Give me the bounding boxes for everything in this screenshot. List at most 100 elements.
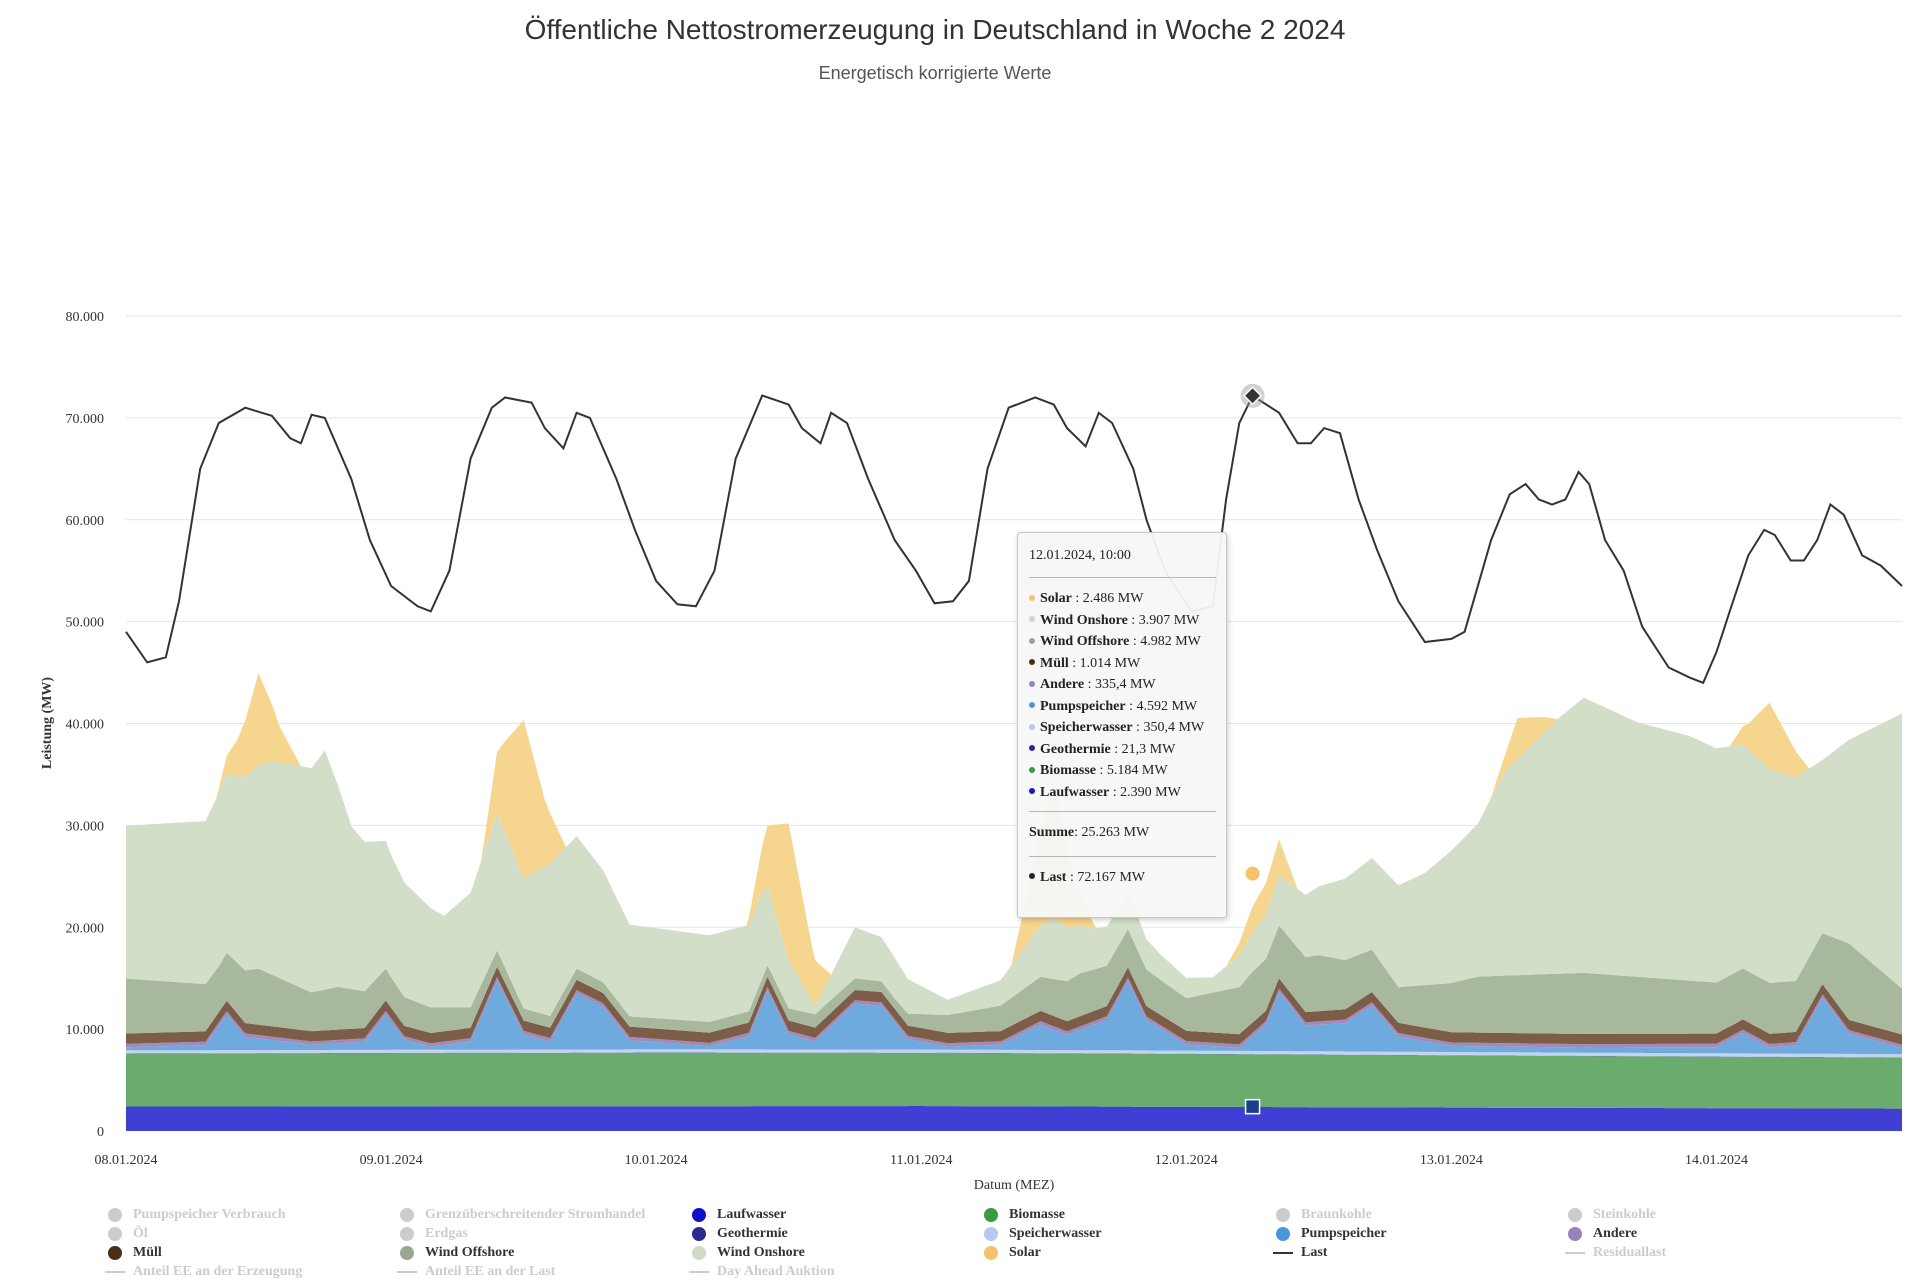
tooltip-rows: Solar : 2.486 MW Wind Onshore : 3.907 MW W… <box>1029 588 1216 803</box>
legend-dot-icon <box>108 1227 122 1241</box>
legend-item-label: Wind Onshore <box>717 1245 805 1260</box>
tooltip-divider <box>1029 855 1216 857</box>
legend-dot-icon <box>400 1227 414 1241</box>
tooltip-row: Solar : 2.486 MW <box>1029 588 1216 610</box>
tooltip-row: Geothermie : 21,3 MW <box>1029 739 1216 761</box>
y-tick-label: 50.000 <box>66 616 105 631</box>
legend-dot-icon <box>108 1246 122 1260</box>
tooltip-row: Pumpspeicher : 4.592 MW <box>1029 696 1216 718</box>
legend-item-label: Laufwasser <box>717 1207 787 1222</box>
legend-item-label: Anteil EE an der Last <box>425 1264 556 1279</box>
legend-line-icon <box>105 1271 125 1273</box>
tooltip-row: Andere : 335,4 MW <box>1029 674 1216 696</box>
chart-subtitle: Energetisch korrigierte Werte <box>818 63 1052 83</box>
tooltip-row: Speicherwasser : 350,4 MW <box>1029 717 1216 739</box>
tooltip-row-name: Wind Onshore <box>1040 612 1128 628</box>
tooltip-sum-value: 25.263 MW <box>1081 825 1150 840</box>
y-tick-label: 40.000 <box>66 718 105 733</box>
tooltip-row-value: 350,4 MW <box>1143 720 1205 735</box>
y-tick-label: 80.000 <box>66 310 105 325</box>
tooltip-row-name: Biomasse <box>1040 763 1096 778</box>
tooltip-row-name: Wind Offshore <box>1040 634 1130 649</box>
x-axis-label: Datum (MEZ) <box>974 1178 1055 1193</box>
hover-marker-last <box>1243 386 1263 406</box>
legend-dot-icon <box>984 1208 998 1222</box>
x-tick-label: 12.01.2024 <box>1155 1153 1218 1168</box>
legend-item-label: Grenzüberschreitender Stromhandel <box>425 1207 646 1222</box>
tooltip-row-value: 1.014 MW <box>1079 655 1141 671</box>
y-tick-label: 0 <box>97 1125 104 1140</box>
legend-item-label: Anteil EE an der Erzeugung <box>133 1264 303 1279</box>
legend-dot-icon <box>400 1208 414 1222</box>
area-müll <box>126 966 1902 1045</box>
legend-line-icon <box>689 1271 709 1273</box>
legend-dot-icon <box>984 1246 998 1260</box>
tooltip-row-dot <box>1029 702 1035 709</box>
area-pumpspeicher <box>126 980 1902 1055</box>
x-tick-label: 09.01.2024 <box>360 1153 423 1168</box>
tooltip-row-dot <box>1029 637 1035 644</box>
legend-item-label: Biomasse <box>1009 1207 1065 1222</box>
legend-item-label: Steinkohle <box>1593 1207 1657 1222</box>
area-speicherwasser <box>126 1049 1902 1058</box>
x-tick-label: 14.01.2024 <box>1685 1153 1748 1168</box>
legend-item-label: Öl <box>133 1226 148 1241</box>
tooltip-row: Wind Onshore : 3.907 MW <box>1029 610 1216 632</box>
legend-line-icon <box>1565 1252 1585 1254</box>
tooltip-row-value: 21,3 MW <box>1121 741 1176 757</box>
tooltip-row-dot <box>1029 680 1035 687</box>
hover-marker-laufwasser <box>1244 1098 1261 1115</box>
tooltip-last-value: 72.167 MW <box>1077 869 1146 885</box>
legend-dot-icon <box>692 1208 706 1222</box>
tooltip-row-dot <box>1029 723 1035 730</box>
area-biomasse <box>126 1052 1902 1109</box>
tooltip-row-value: 2.390 MW <box>1120 784 1181 800</box>
tooltip-row-name: Andere <box>1040 677 1085 692</box>
tooltip-last-dot <box>1029 873 1035 880</box>
legend-item-label: Müll <box>133 1245 162 1260</box>
tooltip-row-dot <box>1029 788 1035 795</box>
x-tick-label: 11.01.2024 <box>890 1153 952 1168</box>
tooltip-row-value: 2.486 MW <box>1082 591 1144 606</box>
legend-line-icon <box>397 1271 417 1273</box>
tooltip-row: Laufwasser : 2.390 MW <box>1029 782 1216 804</box>
tooltip-row-value: 3.907 MW <box>1138 612 1200 628</box>
tooltip-row-name: Laufwasser <box>1040 784 1110 800</box>
tooltip-row-dot <box>1029 659 1035 666</box>
tooltip-last-label: Last <box>1040 869 1067 885</box>
tooltip-row: Wind Offshore : 4.982 MW <box>1029 631 1216 653</box>
y-tick-label: 30.000 <box>66 819 105 834</box>
area-wind-onshore <box>126 697 1902 1022</box>
tooltip-row-name: Geothermie <box>1040 741 1111 757</box>
area-wind-offshore <box>126 925 1902 1035</box>
tooltip-divider <box>1029 577 1216 578</box>
legend-item-label: Speicherwasser <box>1009 1226 1102 1241</box>
legend-dot-icon <box>692 1246 706 1260</box>
x-tick-label: 13.01.2024 <box>1420 1153 1483 1168</box>
tooltip-header: 12.01.2024, 10:00 <box>1029 548 1131 563</box>
legend-item-label: Braunkohle <box>1301 1207 1372 1222</box>
legend-item-label: Pumpspeicher <box>1301 1226 1387 1241</box>
legend-item-label: Geothermie <box>717 1226 788 1241</box>
y-tick-label: 10.000 <box>66 1023 105 1038</box>
y-tick-label: 70.000 <box>66 412 105 427</box>
tooltip-divider <box>1029 811 1216 812</box>
area-andere <box>126 977 1902 1049</box>
y-tick-label: 20.000 <box>66 921 105 936</box>
hover-marker-solar <box>1243 864 1262 883</box>
tooltip-row-value: 4.982 MW <box>1140 634 1201 649</box>
legend-line-icon <box>1273 1252 1293 1254</box>
x-tick-label: 08.01.2024 <box>95 1153 158 1168</box>
legend-item-label: Solar <box>1009 1245 1041 1260</box>
tooltip-row-value: 335,4 MW <box>1094 677 1156 692</box>
tooltip-last: Last : 72.167 MW <box>1029 867 1216 889</box>
legend-item-label: Residuallast <box>1593 1245 1667 1260</box>
legend-item-label: Wind Offshore <box>425 1245 515 1260</box>
legend-dot-icon <box>400 1246 414 1260</box>
tooltip-row: Biomasse : 5.184 MW <box>1029 760 1216 782</box>
tooltip-row-name: Müll <box>1040 655 1069 671</box>
tooltip-sum: Summe: 25.263 MW <box>1029 825 1150 840</box>
legend-dot-icon <box>108 1208 122 1222</box>
x-tick-label: 10.01.2024 <box>625 1153 688 1168</box>
